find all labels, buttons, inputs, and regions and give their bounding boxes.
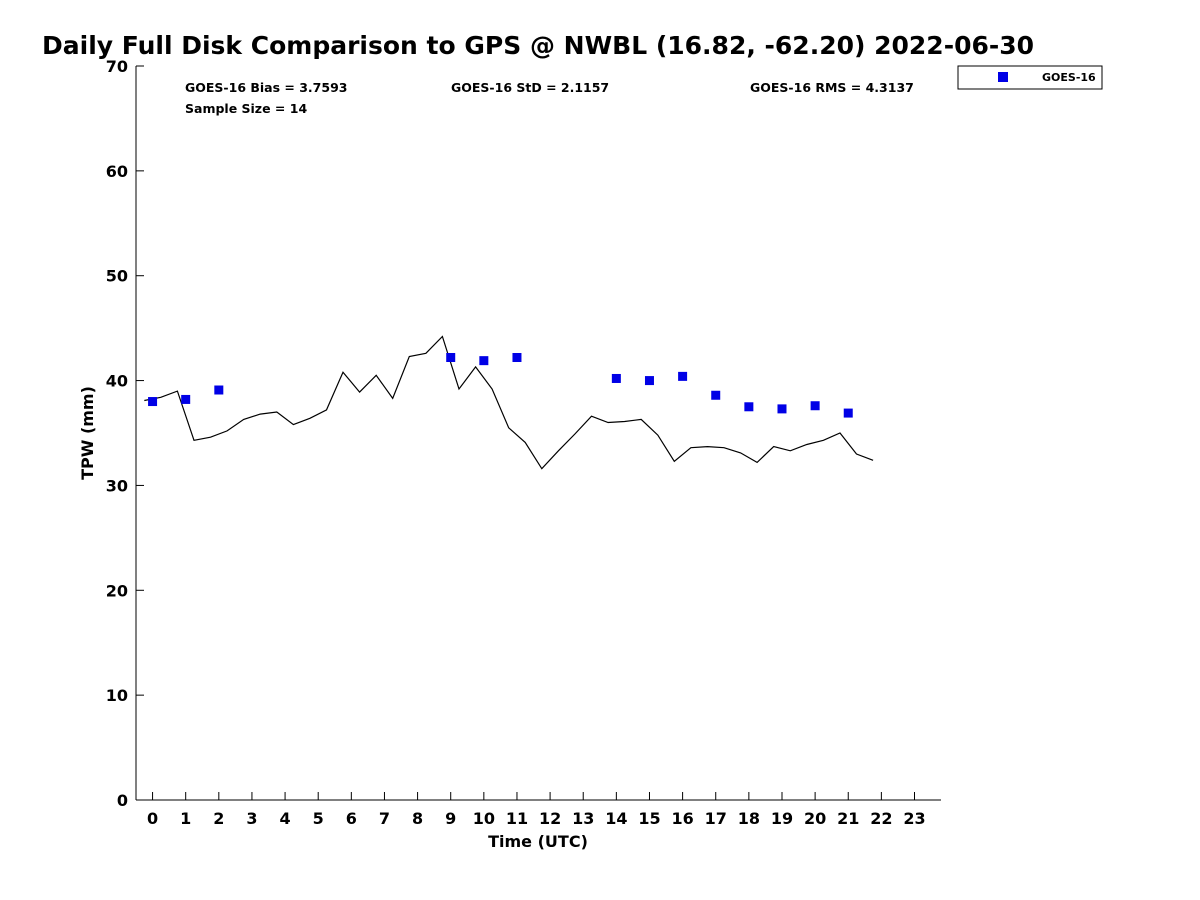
x-tick-label: 5 <box>313 809 324 828</box>
y-axis-ticks: 0 10 20 30 40 50 60 70 <box>106 57 144 810</box>
x-tick-label: 2 <box>213 809 224 828</box>
x-axis-ticks: 0 1 2 3 4 5 6 7 8 9 10 11 12 13 14 15 16 17 18 19 20 21 22 23 <box>147 792 926 828</box>
y-tick-label: 70 <box>106 57 128 76</box>
legend-label-goes-16: GOES-16 <box>1042 71 1096 84</box>
x-tick-label: 9 <box>445 809 456 828</box>
x-tick-label: 13 <box>572 809 594 828</box>
legend-box <box>957 65 1103 90</box>
x-tick-label: 18 <box>738 809 760 828</box>
goes-16-point <box>711 390 721 400</box>
y-axis-label: TPW (mm) <box>78 386 97 480</box>
x-tick-label: 0 <box>147 809 158 828</box>
x-tick-label: 20 <box>804 809 826 828</box>
goes-16-point <box>644 376 654 386</box>
x-tick-label: 19 <box>771 809 793 828</box>
goes-16-point <box>810 401 820 411</box>
legend: GOES-16 <box>957 65 1103 90</box>
x-tick-label: 10 <box>473 809 495 828</box>
std-stat: GOES-16 StD = 2.1157 <box>451 80 609 95</box>
goes-16-point <box>777 404 787 414</box>
x-tick-label: 16 <box>671 809 693 828</box>
series-layer <box>144 335 874 470</box>
goes-16-point <box>148 397 158 407</box>
x-tick-label: 11 <box>506 809 528 828</box>
y-tick-label: 10 <box>106 686 128 705</box>
y-tick-label: 0 <box>117 791 128 810</box>
legend-marker-goes-16 <box>998 72 1008 82</box>
goes-16-point <box>611 373 621 383</box>
x-tick-label: 21 <box>837 809 859 828</box>
sample-size-stat: Sample Size = 14 <box>185 101 307 116</box>
y-tick-label: 50 <box>106 267 128 286</box>
x-tick-label: 1 <box>180 809 191 828</box>
goes-16-point <box>181 394 191 404</box>
y-tick-label: 20 <box>106 581 128 600</box>
goes-16-point <box>446 353 456 363</box>
x-tick-label: 4 <box>280 809 291 828</box>
goes-16-point <box>744 402 754 412</box>
goes-16-point <box>678 371 688 381</box>
y-tick-label: 40 <box>106 372 128 391</box>
x-tick-label: 8 <box>412 809 423 828</box>
goes-16-point <box>843 408 853 418</box>
y-tick-label: 30 <box>106 476 128 495</box>
gps-line-series <box>144 335 874 470</box>
goes-16-point <box>512 353 522 363</box>
x-tick-label: 14 <box>605 809 627 828</box>
rms-stat: GOES-16 RMS = 4.3137 <box>750 80 914 95</box>
chart-title: Daily Full Disk Comparison to GPS @ NWBL… <box>42 31 1034 60</box>
x-tick-label: 3 <box>246 809 257 828</box>
x-tick-label: 15 <box>638 809 660 828</box>
y-tick-label: 60 <box>106 162 128 181</box>
x-tick-label: 12 <box>539 809 561 828</box>
x-tick-label: 17 <box>705 809 727 828</box>
goes-16-point <box>479 356 489 366</box>
x-axis-label: Time (UTC) <box>488 832 588 851</box>
x-tick-label: 6 <box>346 809 357 828</box>
x-tick-label: 22 <box>870 809 892 828</box>
x-tick-label: 7 <box>379 809 390 828</box>
goes-16-point <box>214 385 224 395</box>
x-tick-label: 23 <box>903 809 925 828</box>
bias-stat: GOES-16 Bias = 3.7593 <box>185 80 347 95</box>
